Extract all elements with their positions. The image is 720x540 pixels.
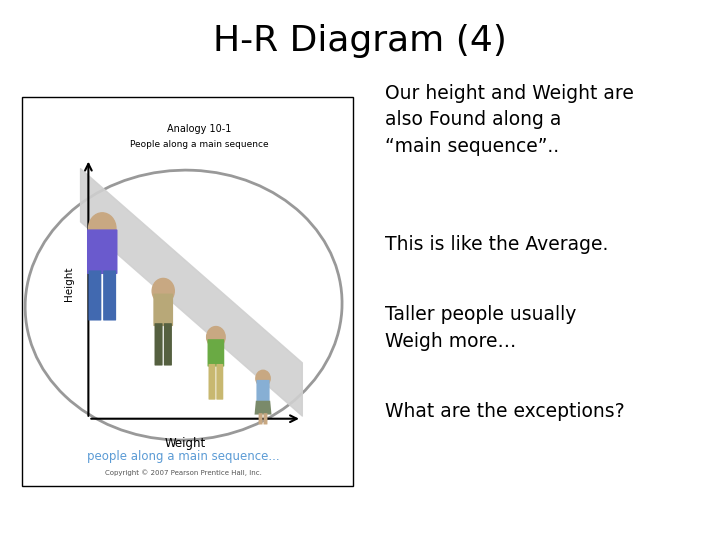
FancyBboxPatch shape [164,323,172,366]
FancyBboxPatch shape [207,339,224,367]
FancyBboxPatch shape [103,271,116,321]
Text: People along a main sequence: People along a main sequence [130,140,269,150]
FancyBboxPatch shape [155,323,163,366]
FancyBboxPatch shape [256,380,269,401]
Text: Analogy 10-1: Analogy 10-1 [167,124,231,134]
Bar [22,97,353,486]
Text: Weight: Weight [165,437,206,450]
FancyBboxPatch shape [258,413,263,424]
FancyBboxPatch shape [153,294,173,326]
FancyBboxPatch shape [90,232,114,272]
FancyBboxPatch shape [209,364,215,400]
Text: H-R Diagram (4): H-R Diagram (4) [213,24,507,57]
Text: What are the exceptions?: What are the exceptions? [385,402,625,421]
Polygon shape [255,401,271,415]
Text: Height: Height [64,267,74,301]
Text: Copyright © 2007 Pearson Prentice Hall, Inc.: Copyright © 2007 Pearson Prentice Hall, … [105,469,262,476]
Text: This is like the Average.: This is like the Average. [385,235,608,254]
Circle shape [152,279,174,303]
Text: Our height and Weight are
also Found along a
“main sequence”..: Our height and Weight are also Found alo… [385,84,634,156]
Circle shape [89,213,116,244]
Text: Taller people usually
Weigh more…: Taller people usually Weigh more… [385,305,577,350]
Circle shape [207,327,225,348]
FancyBboxPatch shape [87,230,117,274]
FancyBboxPatch shape [264,413,267,424]
FancyBboxPatch shape [89,271,102,321]
Circle shape [256,370,270,387]
FancyBboxPatch shape [216,364,223,400]
Text: people along a main sequence...: people along a main sequence... [87,450,280,463]
